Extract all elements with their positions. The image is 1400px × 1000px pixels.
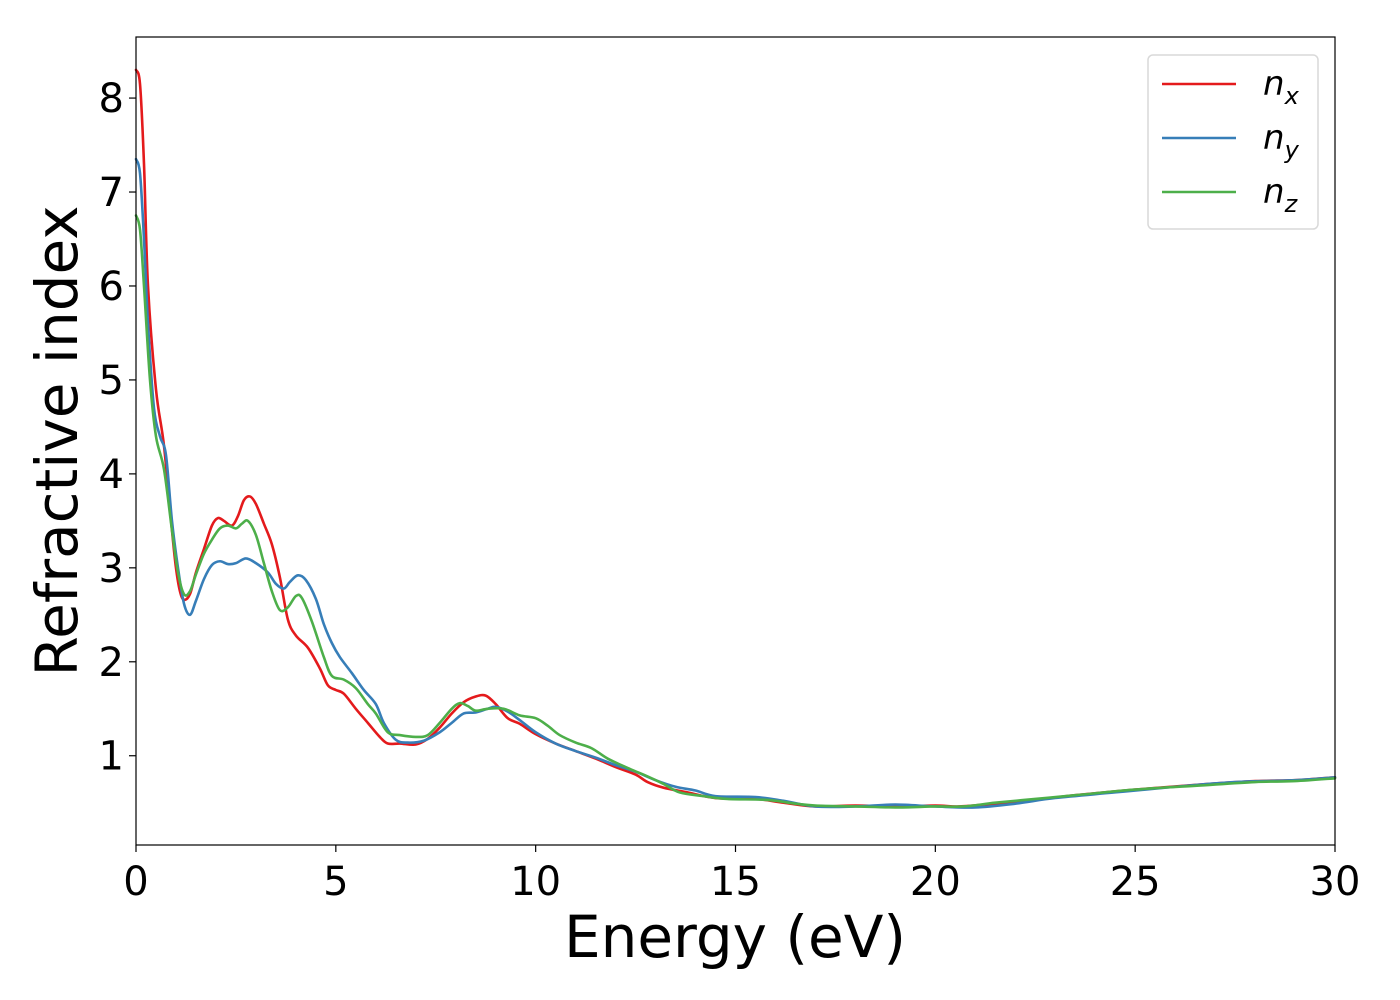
x-axis-title: Energy (eV): [564, 903, 906, 971]
x-tick-label: 30: [1310, 859, 1361, 905]
y-tick-label: 7: [99, 170, 124, 216]
y-tick-label: 4: [99, 452, 124, 498]
y-tick-label: 8: [99, 76, 124, 122]
x-tick-label: 25: [1110, 859, 1161, 905]
x-tick-label: 15: [710, 859, 761, 905]
x-axis-ticks: 0 5 10 15 20 25 30: [123, 845, 1360, 905]
legend-label-ny: ny: [1263, 118, 1300, 164]
x-tick-label: 5: [323, 859, 348, 905]
x-tick-label: 10: [510, 859, 561, 905]
x-tick-label: 20: [910, 859, 961, 905]
x-tick-label: 0: [123, 859, 148, 905]
series-line-nz: [134, 214, 1337, 809]
plot-background: [136, 37, 1335, 845]
legend-frame: [1147, 54, 1319, 230]
y-tick-label: 5: [99, 358, 124, 404]
y-tick-label: 1: [99, 734, 124, 780]
y-tick-label: 3: [99, 546, 124, 592]
y-axis-title: Refractive index: [23, 205, 91, 676]
series-layer: [134, 68, 1337, 809]
y-tick-label: 2: [99, 640, 124, 686]
y-axis-ticks: 1 2 3 4 5 6 7 8: [99, 76, 136, 780]
y-tick-label: 6: [99, 264, 124, 310]
